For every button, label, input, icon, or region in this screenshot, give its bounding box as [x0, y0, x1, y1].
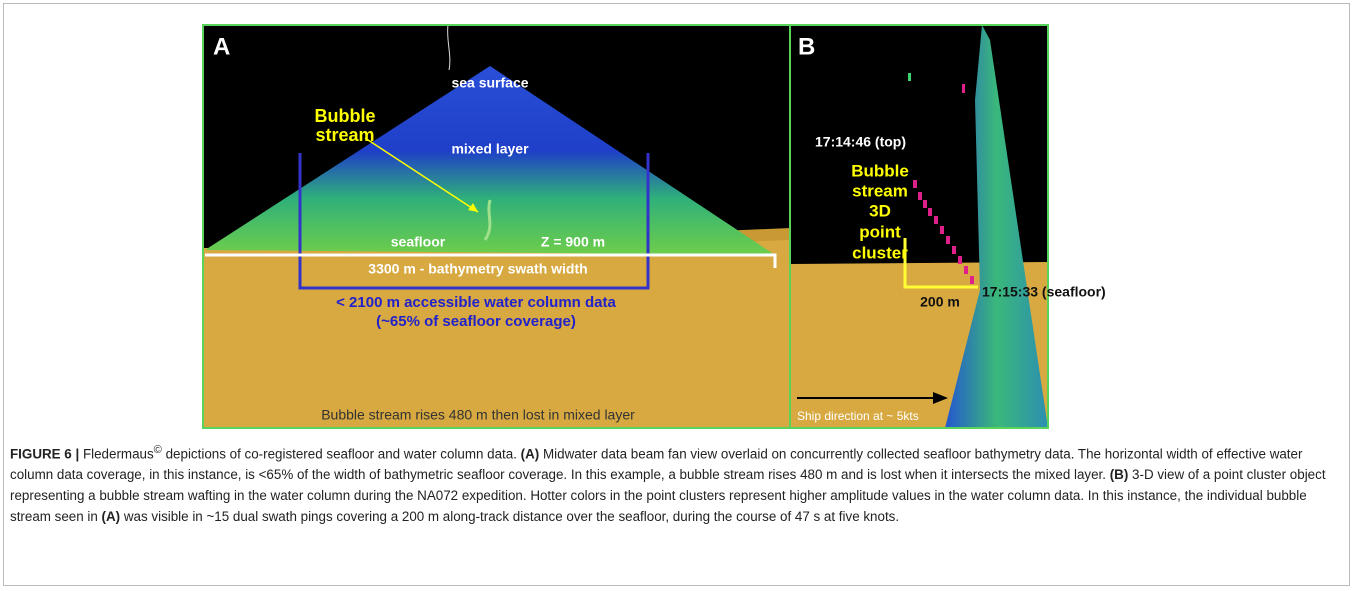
label: seafloor [391, 234, 446, 250]
label: (~65% of seafloor coverage) [376, 313, 576, 330]
label: 200 m [920, 294, 960, 310]
label: Z = 900 m [541, 234, 605, 250]
caption-bold: (B) [1110, 467, 1129, 482]
caption-bold: (A) [102, 509, 121, 524]
label: stream [315, 125, 374, 145]
label: Bubble stream rises 480 m then lost in m… [321, 407, 635, 423]
label: cluster [852, 243, 908, 262]
label: sea surface [451, 75, 528, 91]
panel-letter: B [798, 33, 815, 60]
label: 3300 m - bathymetry swath width [368, 261, 587, 277]
label: 3D [869, 201, 891, 220]
label: mixed layer [451, 141, 529, 157]
caption-sup: © [154, 444, 162, 456]
caption-bold: (A) [521, 446, 540, 461]
label: 17:14:46 (top) [815, 134, 906, 150]
label: point [859, 222, 901, 241]
page: A sea surface Bubble stream mixed layer … [0, 0, 1355, 591]
label: stream [852, 181, 908, 200]
label: Bubble [851, 161, 909, 180]
label: 17:15:33 (seafloor) [982, 284, 1106, 300]
figure-image: A sea surface Bubble stream mixed layer … [0, 0, 1355, 440]
caption-text: Fledermaus [79, 446, 153, 461]
caption: FIGURE 6 | Fledermaus© depictions of co-… [10, 440, 1348, 527]
label: Bubble [315, 106, 376, 126]
caption-text: depictions of co-registered seafloor and… [162, 446, 521, 461]
panel-a: A sea surface Bubble stream mixed layer … [203, 25, 790, 428]
label: Ship direction at ~ 5kts [797, 409, 919, 423]
caption-bold: FIGURE 6 | [10, 446, 79, 461]
label: < 2100 m accessible water column data [336, 294, 616, 311]
panel-b: B 17:14:46 (top) Bubble stream 3D point … [790, 25, 1106, 428]
caption-text: was visible in ~15 dual swath pings cove… [120, 509, 899, 524]
panel-letter: A [213, 33, 230, 60]
